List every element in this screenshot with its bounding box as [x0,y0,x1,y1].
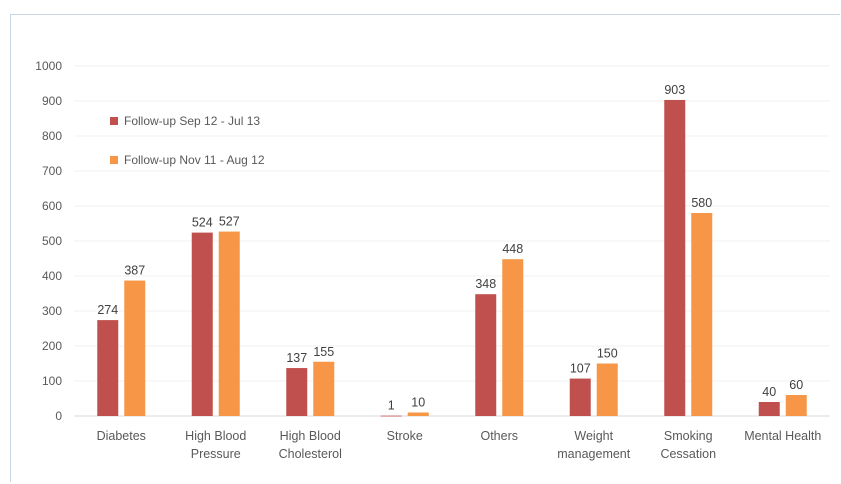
y-tick-label: 700 [42,164,62,178]
legend-swatch [110,156,118,164]
bar-series-2 [785,395,807,416]
category-label: Weight [574,429,613,443]
data-label: 10 [411,396,425,410]
category-label: High Blood [185,429,246,443]
category-label: Stroke [387,429,423,443]
category-label: Smoking [664,429,713,443]
y-tick-label: 100 [42,374,62,388]
data-label: 527 [219,215,240,229]
data-label: 60 [789,378,803,392]
category-label: Others [480,429,518,443]
data-labels: 274 387 524 527 137 155 1 10 348 448 107 150 903 580 4… [97,83,803,413]
legend: Follow-up Sep 12 - Jul 13 Follow-up Nov 1… [110,114,265,167]
y-tick-label: 400 [42,269,62,283]
category-label: Cessation [660,447,716,461]
y-tick-label: 1000 [35,59,62,73]
data-label: 524 [192,216,213,230]
bar-series-2 [502,259,524,416]
legend-swatch [110,117,118,125]
data-label: 448 [502,242,523,256]
y-axis-ticks: 0 100 200 300 400 500 600 700 800 900 1000 [35,59,62,423]
bars [97,99,807,417]
data-label: 150 [597,347,618,361]
bar-series-1 [758,402,780,416]
data-label: 40 [762,385,776,399]
data-label: 387 [124,264,145,278]
data-label: 903 [664,83,685,97]
x-axis-categories: Diabetes High Blood Pressure High Blood Chol… [97,429,822,461]
category-label: management [557,447,630,461]
bar-series-1 [475,294,497,416]
bar-series-1 [569,378,591,416]
bar-series-2 [124,280,146,416]
category-label: High Blood [280,429,341,443]
data-label: 107 [570,362,591,376]
bar-series-1 [380,415,402,417]
y-tick-label: 600 [42,199,62,213]
data-label: 274 [97,303,118,317]
category-label: Mental Health [744,429,821,443]
bar-series-2 [691,213,713,416]
y-tick-label: 200 [42,339,62,353]
y-tick-label: 500 [42,234,62,248]
bar-series-2 [218,231,240,416]
data-label: 137 [286,351,307,365]
legend-label: Follow-up Nov 11 - Aug 12 [124,153,265,167]
bar-series-2 [596,363,618,416]
data-label: 580 [691,196,712,210]
data-label: 155 [313,345,334,359]
bar-series-1 [664,99,686,416]
bar-series-1 [286,368,308,416]
data-label: 1 [388,399,395,413]
y-tick-label: 800 [42,129,62,143]
bar-series-1 [191,232,213,416]
bar-series-2 [407,412,429,416]
y-tick-label: 900 [42,94,62,108]
y-tick-label: 300 [42,304,62,318]
category-label: Diabetes [97,429,146,443]
category-label: Cholesterol [279,447,342,461]
y-tick-label: 0 [55,409,62,423]
bar-series-1 [97,320,119,416]
bar-series-2 [313,361,335,416]
data-label: 348 [475,277,496,291]
category-label: Pressure [191,447,241,461]
legend-label: Follow-up Sep 12 - Jul 13 [124,114,260,128]
